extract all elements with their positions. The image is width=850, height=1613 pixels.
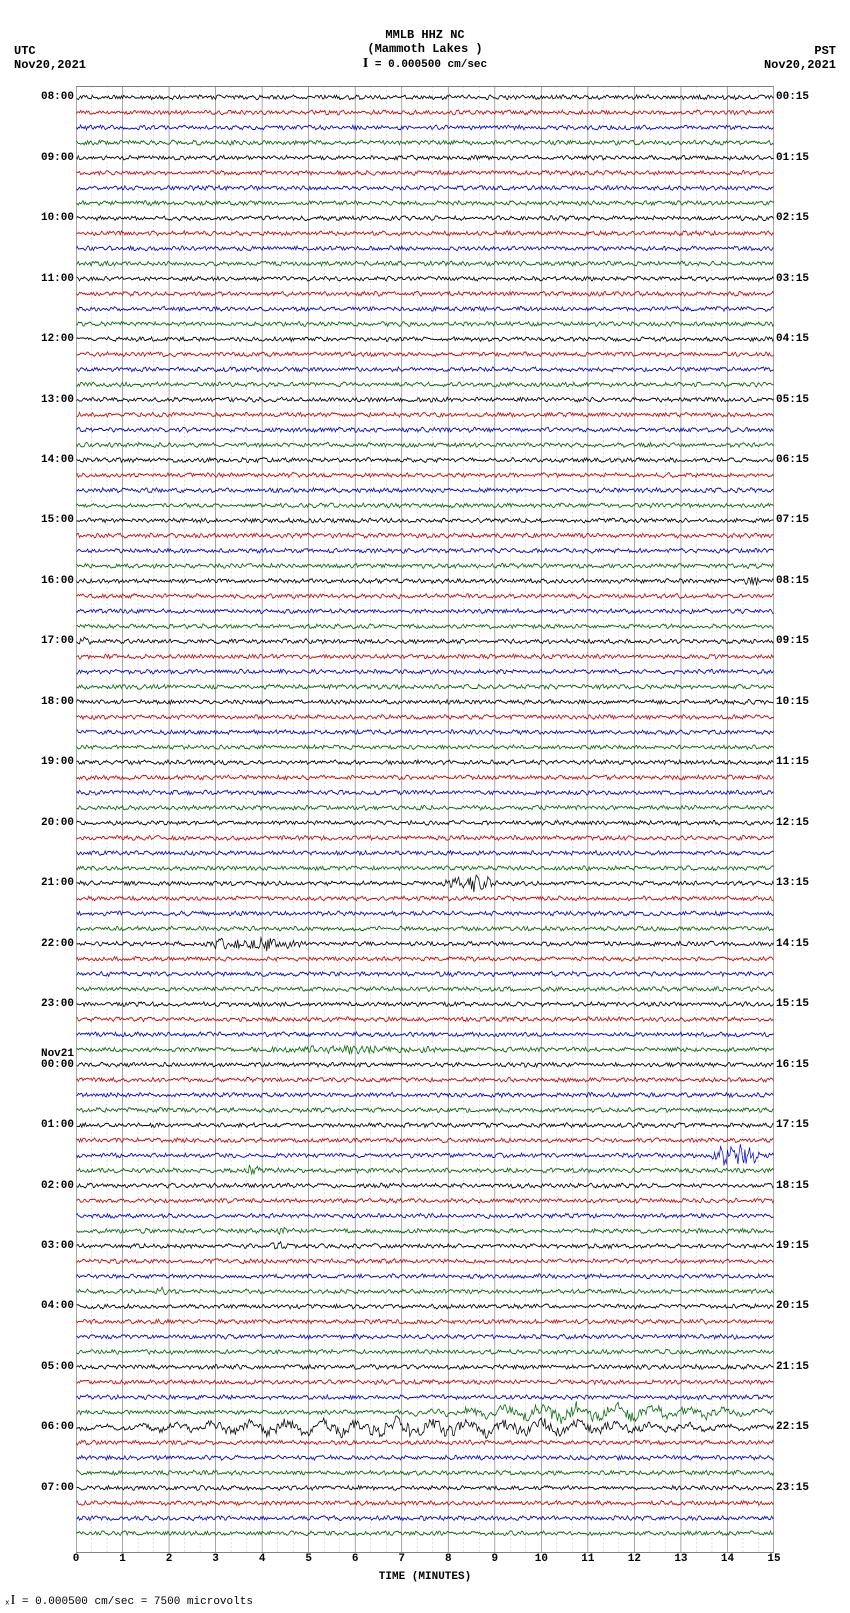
x-tick: 7 bbox=[398, 1553, 405, 1565]
time-label: 07:15 bbox=[776, 515, 809, 526]
time-label: 01:15 bbox=[776, 153, 809, 164]
time-label: 13:00 bbox=[41, 395, 74, 406]
x-tick: 9 bbox=[491, 1553, 498, 1565]
x-tick: 15 bbox=[767, 1553, 780, 1565]
location-title: (Mammoth Lakes ) bbox=[0, 42, 850, 56]
seismogram-container: MMLB HHZ NC (Mammoth Lakes ) I = 0.00050… bbox=[0, 0, 850, 1613]
x-tick: 6 bbox=[352, 1553, 359, 1565]
time-label: 22:15 bbox=[776, 1422, 809, 1433]
seismogram-svg bbox=[76, 86, 774, 1553]
time-label: 17:15 bbox=[776, 1120, 809, 1131]
scale-note: I = 0.000500 cm/sec bbox=[0, 56, 850, 72]
time-label: 13:15 bbox=[776, 878, 809, 889]
time-label: 19:00 bbox=[41, 757, 74, 768]
time-label: 01:00 bbox=[41, 1120, 74, 1131]
x-tick: 14 bbox=[721, 1553, 734, 1565]
time-label: 03:00 bbox=[41, 1241, 74, 1252]
time-label: 05:15 bbox=[776, 395, 809, 406]
header: MMLB HHZ NC (Mammoth Lakes ) I = 0.00050… bbox=[0, 0, 850, 82]
footer-scale: ₓI = 0.000500 cm/sec = 7500 microvolts bbox=[4, 1593, 253, 1609]
left-time-labels: 08:00 09:00 10:00 11:00 12:00 13:00 14:00 15:00… bbox=[14, 86, 74, 1553]
time-label: 04:00 bbox=[41, 1301, 74, 1312]
time-label: 00:15 bbox=[776, 92, 809, 103]
x-axis: TIME (MINUTES) 0123456789101112131415 bbox=[76, 1553, 774, 1583]
x-tick: 1 bbox=[119, 1553, 126, 1565]
time-label: 08:00 bbox=[41, 92, 74, 103]
time-label: 23:00 bbox=[41, 999, 74, 1010]
left-date: Nov20,2021 bbox=[14, 58, 86, 72]
x-tick: 4 bbox=[259, 1553, 266, 1565]
time-label: 02:15 bbox=[776, 213, 809, 224]
time-label: 21:00 bbox=[41, 878, 74, 889]
right-tz: PST bbox=[764, 44, 836, 58]
time-label: 15:00 bbox=[41, 515, 74, 526]
x-axis-title: TIME (MINUTES) bbox=[379, 1571, 471, 1583]
x-tick: 13 bbox=[674, 1553, 687, 1565]
time-label: 20:00 bbox=[41, 818, 74, 829]
seismogram-plot bbox=[76, 86, 774, 1553]
time-label: 08:15 bbox=[776, 576, 809, 587]
time-label: 09:00 bbox=[41, 153, 74, 164]
x-tick: 10 bbox=[535, 1553, 548, 1565]
time-label: 22:00 bbox=[41, 939, 74, 950]
x-tick: 2 bbox=[166, 1553, 173, 1565]
time-label: 14:00 bbox=[41, 455, 74, 466]
time-label: 18:15 bbox=[776, 1181, 809, 1192]
time-label: 16:00 bbox=[41, 576, 74, 587]
time-label: 05:00 bbox=[41, 1362, 74, 1373]
time-label: 04:15 bbox=[776, 334, 809, 345]
time-label: 16:15 bbox=[776, 1060, 809, 1071]
time-label: 11:00 bbox=[41, 274, 74, 285]
right-date: Nov20,2021 bbox=[764, 58, 836, 72]
time-label: 02:00 bbox=[41, 1181, 74, 1192]
time-label: 17:00 bbox=[41, 636, 74, 647]
time-label: 23:15 bbox=[776, 1483, 809, 1494]
time-label: 18:00 bbox=[41, 697, 74, 708]
time-label: 12:00 bbox=[41, 334, 74, 345]
x-tick: 8 bbox=[445, 1553, 452, 1565]
time-label: 10:00 bbox=[41, 213, 74, 224]
time-label: 10:15 bbox=[776, 697, 809, 708]
scale-text: = 0.000500 cm/sec bbox=[368, 59, 487, 71]
time-label: 20:15 bbox=[776, 1301, 809, 1312]
x-tick: 0 bbox=[73, 1553, 80, 1565]
time-label: 19:15 bbox=[776, 1241, 809, 1252]
x-tick: 5 bbox=[305, 1553, 312, 1565]
header-left: UTC Nov20,2021 bbox=[14, 44, 86, 72]
time-label: 06:00 bbox=[41, 1422, 74, 1433]
time-label: 12:15 bbox=[776, 818, 809, 829]
x-tick: 11 bbox=[581, 1553, 594, 1565]
time-label: 15:15 bbox=[776, 999, 809, 1010]
time-label: 03:15 bbox=[776, 274, 809, 285]
time-label: 21:15 bbox=[776, 1362, 809, 1373]
x-tick: 3 bbox=[212, 1553, 219, 1565]
footer-text: = 0.000500 cm/sec = 7500 microvolts bbox=[15, 1596, 253, 1608]
header-right: PST Nov20,2021 bbox=[764, 44, 836, 72]
footer-prefix-glyph: ₓ bbox=[4, 1596, 11, 1608]
time-label: 14:15 bbox=[776, 939, 809, 950]
time-label: 09:15 bbox=[776, 636, 809, 647]
time-label: Nov21 00:00 bbox=[41, 1049, 74, 1071]
time-label: 06:15 bbox=[776, 455, 809, 466]
time-label: 07:00 bbox=[41, 1483, 74, 1494]
right-time-labels: 00:15 01:15 02:15 03:15 04:15 05:15 06:15 07:15… bbox=[776, 86, 836, 1553]
left-tz: UTC bbox=[14, 44, 86, 58]
time-label: 11:15 bbox=[776, 757, 809, 768]
x-tick: 12 bbox=[628, 1553, 641, 1565]
station-title: MMLB HHZ NC bbox=[0, 28, 850, 42]
